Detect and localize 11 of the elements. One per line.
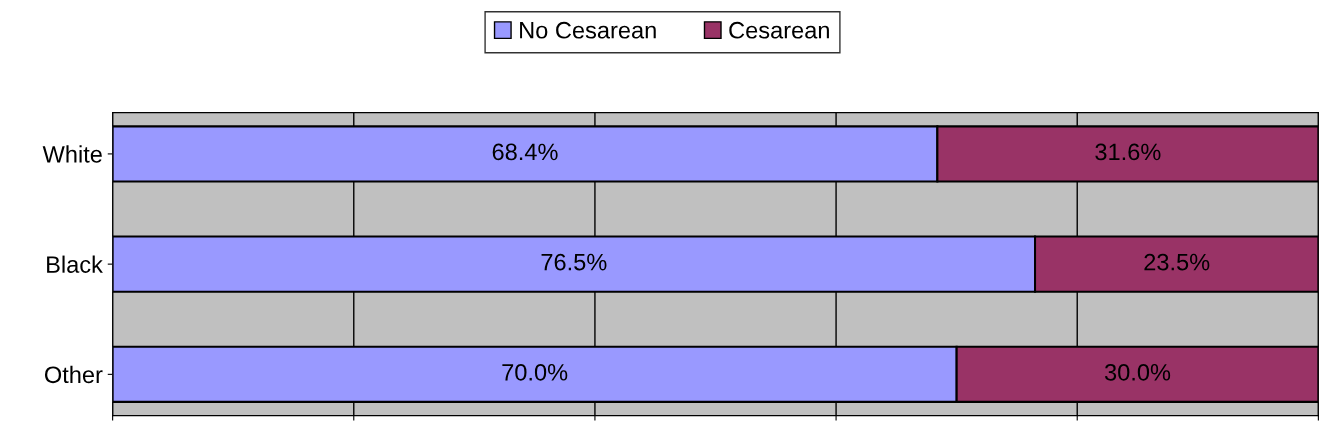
legend-label: No Cesarean	[520, 21, 656, 39]
data-label: 30.0%	[1104, 363, 1171, 381]
data-label: 70.0%	[502, 363, 568, 381]
legend-label: Cesarean	[729, 21, 829, 39]
y-tick-label: Black	[47, 255, 103, 273]
data-label: 23.5%	[1144, 253, 1210, 271]
y-tick-label: Other	[44, 365, 103, 384]
data-label: 68.4%	[492, 143, 558, 161]
data-label: 31.6%	[1095, 143, 1161, 161]
y-tick-label: White	[42, 145, 102, 163]
data-label: 76.5%	[541, 253, 607, 271]
